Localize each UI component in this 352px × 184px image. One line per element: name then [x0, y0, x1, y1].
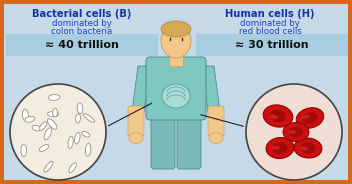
Ellipse shape	[269, 114, 278, 119]
Text: dominated by: dominated by	[52, 19, 112, 28]
Text: ≈ 30 trillion: ≈ 30 trillion	[235, 40, 309, 50]
Ellipse shape	[162, 84, 190, 108]
Ellipse shape	[129, 132, 143, 144]
Ellipse shape	[302, 115, 310, 119]
Ellipse shape	[44, 128, 51, 140]
Ellipse shape	[39, 145, 49, 151]
Ellipse shape	[272, 142, 288, 154]
Ellipse shape	[83, 114, 95, 122]
Ellipse shape	[209, 132, 223, 144]
Text: dominated by: dominated by	[240, 19, 300, 28]
Bar	[169, 54, 183, 66]
Ellipse shape	[283, 123, 309, 141]
Ellipse shape	[289, 127, 303, 137]
Ellipse shape	[300, 146, 308, 150]
Polygon shape	[202, 66, 220, 112]
Text: red blood cells: red blood cells	[239, 27, 301, 36]
Ellipse shape	[302, 112, 318, 124]
Ellipse shape	[48, 112, 59, 117]
Text: colon bacteria: colon bacteria	[51, 27, 113, 36]
Ellipse shape	[76, 114, 81, 123]
Ellipse shape	[161, 24, 191, 58]
Bar	[196, 34, 348, 56]
Ellipse shape	[23, 109, 29, 121]
Ellipse shape	[48, 95, 60, 100]
Ellipse shape	[300, 142, 316, 153]
Text: ≈ 40 trillion: ≈ 40 trillion	[45, 40, 119, 50]
FancyBboxPatch shape	[128, 106, 144, 136]
Text: Bacterial cells (B): Bacterial cells (B)	[32, 9, 132, 19]
Ellipse shape	[44, 161, 53, 172]
Ellipse shape	[263, 105, 293, 127]
Ellipse shape	[266, 137, 294, 159]
Ellipse shape	[32, 125, 41, 131]
Ellipse shape	[69, 163, 76, 173]
Ellipse shape	[48, 119, 57, 129]
Ellipse shape	[294, 138, 322, 158]
Ellipse shape	[53, 108, 57, 117]
Ellipse shape	[272, 146, 280, 150]
FancyBboxPatch shape	[151, 103, 175, 169]
Polygon shape	[132, 66, 150, 112]
Ellipse shape	[21, 144, 26, 157]
Circle shape	[10, 84, 106, 180]
Ellipse shape	[296, 108, 324, 128]
Ellipse shape	[82, 131, 90, 137]
FancyBboxPatch shape	[146, 57, 206, 120]
Ellipse shape	[39, 122, 47, 131]
Ellipse shape	[75, 132, 80, 144]
Circle shape	[246, 84, 342, 180]
Ellipse shape	[270, 110, 286, 122]
FancyBboxPatch shape	[208, 106, 224, 136]
Ellipse shape	[25, 116, 35, 122]
Text: Human cells (H): Human cells (H)	[225, 9, 315, 19]
Ellipse shape	[85, 144, 91, 156]
Bar	[6, 34, 158, 56]
Ellipse shape	[161, 21, 191, 37]
Ellipse shape	[68, 136, 73, 148]
Ellipse shape	[288, 130, 296, 134]
FancyBboxPatch shape	[177, 103, 201, 169]
Ellipse shape	[77, 103, 83, 114]
